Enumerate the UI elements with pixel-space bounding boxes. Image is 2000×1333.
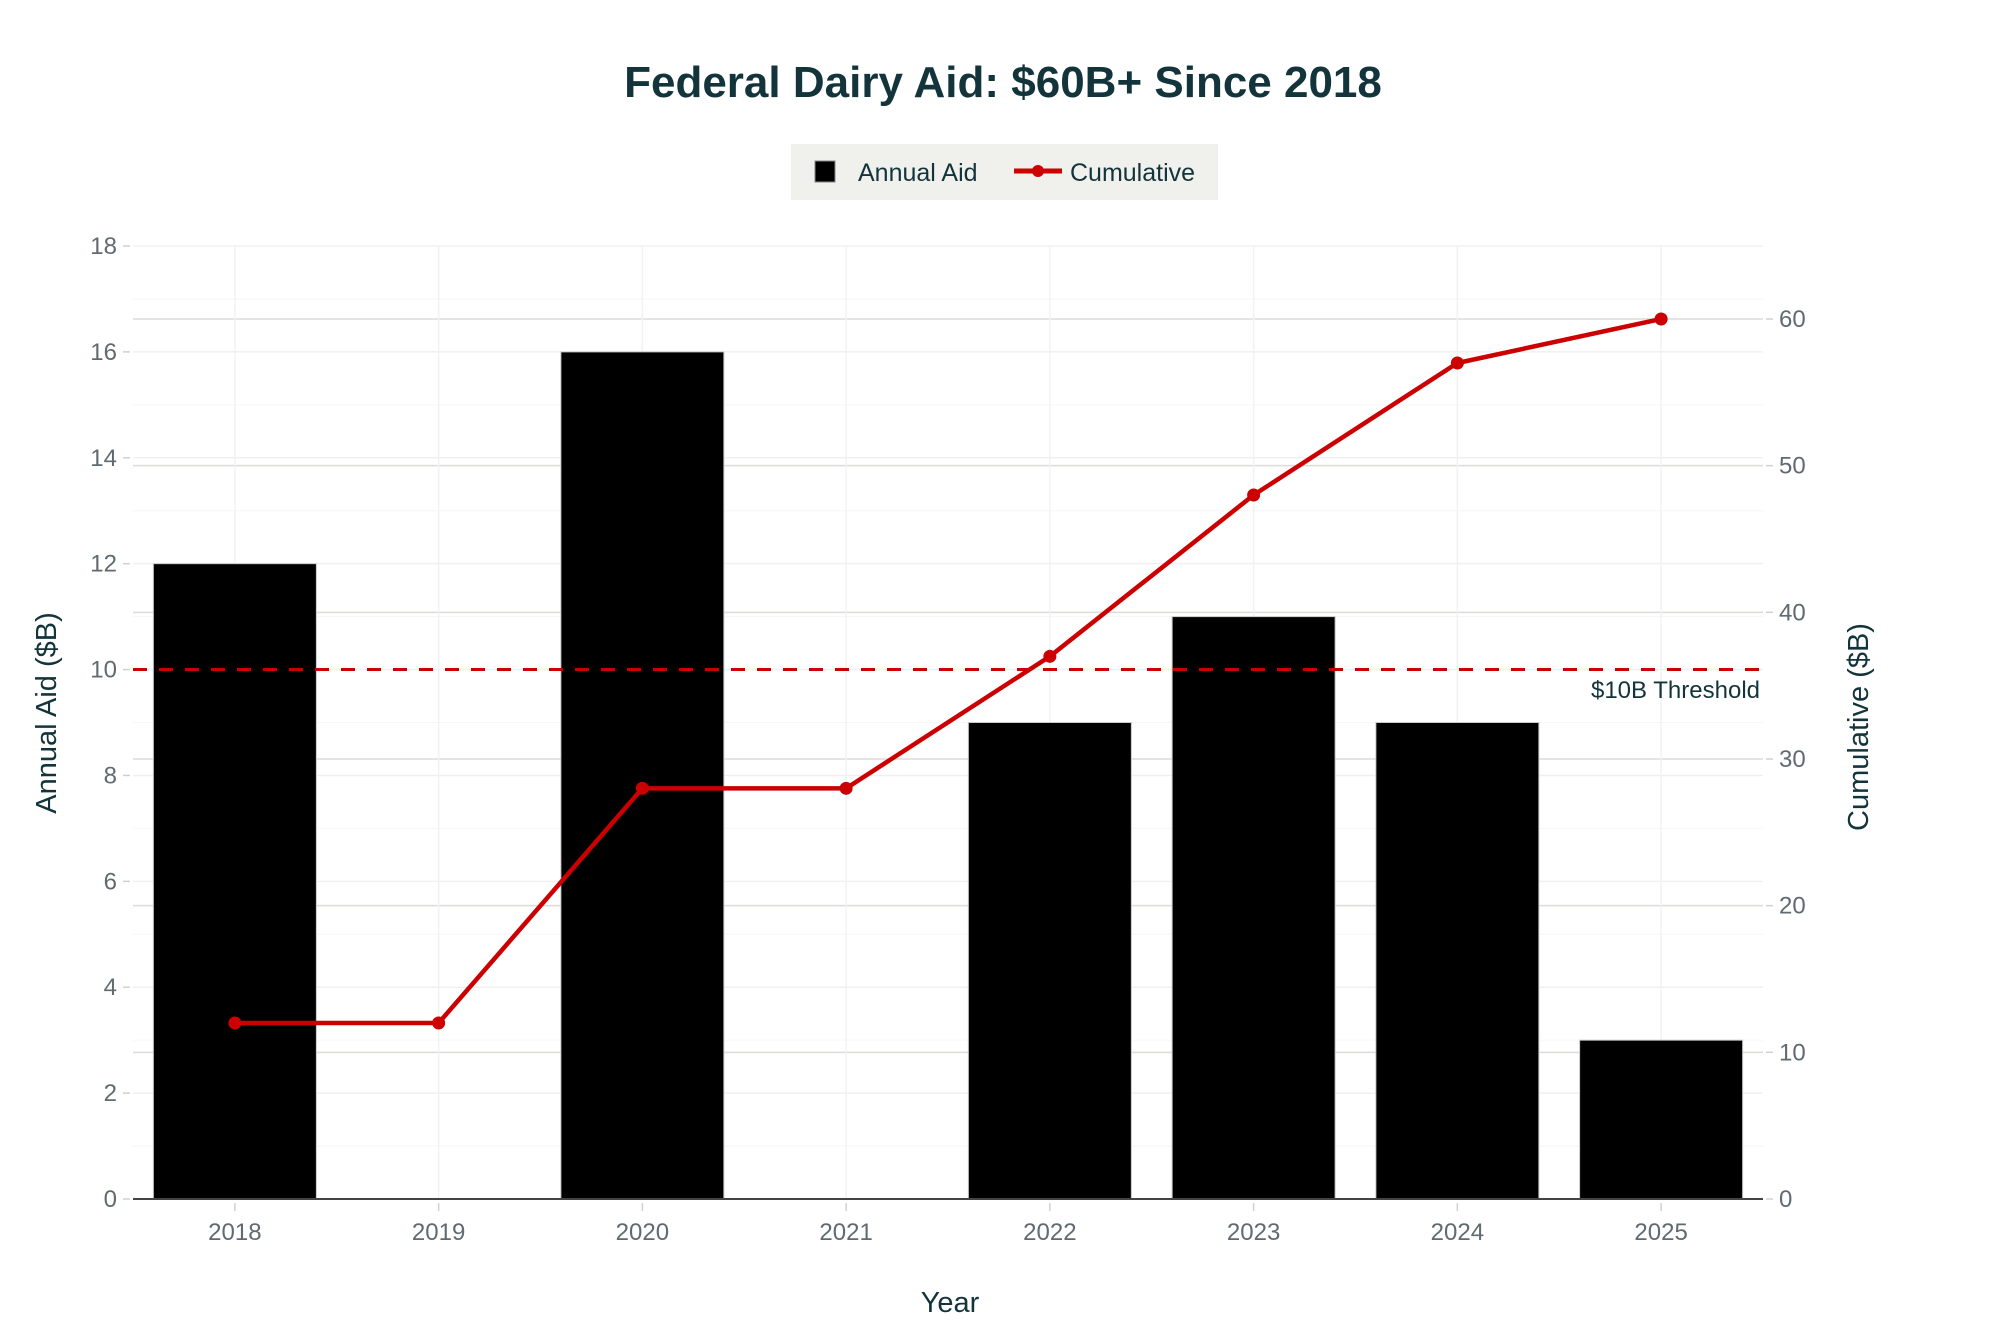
y-tick-label-left: 12 — [90, 551, 117, 578]
x-tick-label: 2025 — [1634, 1219, 1687, 1246]
chart-title: Federal Dairy Aid: $60B+ Since 2018 — [624, 58, 1382, 107]
y-tick-label-left: 2 — [104, 1080, 117, 1107]
legend-background — [791, 144, 1218, 200]
y-axis-title-right: Cumulative ($B) — [1843, 623, 1875, 831]
x-tick-label: 2024 — [1431, 1219, 1484, 1246]
legend-swatch-marker — [1032, 165, 1044, 177]
threshold-label: $10B Threshold — [1591, 677, 1760, 704]
bars-annual-aid — [152, 351, 1744, 1200]
y-tick-label-right: 30 — [1779, 746, 1806, 773]
y-tick-label-right: 20 — [1779, 893, 1806, 920]
bar — [1375, 722, 1540, 1200]
x-tick-label: 2018 — [208, 1219, 261, 1246]
cumulative-point — [1247, 488, 1261, 502]
legend-label-cumulative: Cumulative — [1070, 159, 1195, 187]
y-tick-label-right: 40 — [1779, 599, 1806, 626]
y-tick-label-left: 0 — [104, 1186, 117, 1213]
axes: 0 2 4 6 8 10 12 14 16 18 0 10 20 30 40 50 60 2018 2019 2020… — [90, 233, 1805, 1246]
y-tick-label-left: 10 — [90, 657, 117, 684]
cumulative-point — [839, 781, 853, 795]
bar — [152, 563, 317, 1200]
cumulative-point — [1450, 356, 1464, 370]
x-axis-title: Year — [921, 1287, 980, 1319]
y-tick-label-left: 6 — [104, 868, 117, 895]
legend-item-annual-aid[interactable]: Annual Aid — [814, 159, 978, 187]
cumulative-point — [1654, 312, 1668, 326]
x-tick-label: 2023 — [1227, 1219, 1280, 1246]
y-tick-label-left: 4 — [104, 974, 117, 1001]
y-tick-label-right: 0 — [1779, 1186, 1792, 1213]
y-tick-label-left: 16 — [90, 339, 117, 366]
bar — [1579, 1039, 1744, 1200]
line-cumulative — [228, 312, 1668, 1030]
y-tick-label-left: 8 — [104, 762, 117, 789]
cumulative-line-path — [234, 316, 1662, 1026]
cumulative-point — [1043, 649, 1057, 663]
cumulative-point — [432, 1016, 446, 1030]
bar — [1171, 616, 1336, 1200]
cumulative-point — [228, 1016, 242, 1030]
x-tick-label: 2021 — [819, 1219, 872, 1246]
y-tick-label-right: 60 — [1779, 306, 1806, 333]
y-tick-label-left: 18 — [90, 233, 117, 260]
y-tick-label-right: 10 — [1779, 1039, 1806, 1066]
x-tick-label: 2019 — [412, 1219, 465, 1246]
y-axis-title-left: Annual Aid ($B) — [31, 612, 63, 814]
bar — [967, 722, 1132, 1200]
x-tick-label: 2020 — [616, 1219, 669, 1246]
y-tick-label-right: 50 — [1779, 453, 1806, 480]
legend: Annual Aid Cumulative — [791, 144, 1218, 200]
legend-item-cumulative[interactable]: Cumulative — [1014, 159, 1195, 187]
bar — [560, 351, 725, 1200]
y-tick-label-left: 14 — [90, 445, 117, 472]
legend-label-annual-aid: Annual Aid — [858, 159, 978, 187]
x-tick-label: 2022 — [1023, 1219, 1076, 1246]
cumulative-point — [635, 781, 649, 795]
legend-swatch-bar — [814, 160, 836, 183]
